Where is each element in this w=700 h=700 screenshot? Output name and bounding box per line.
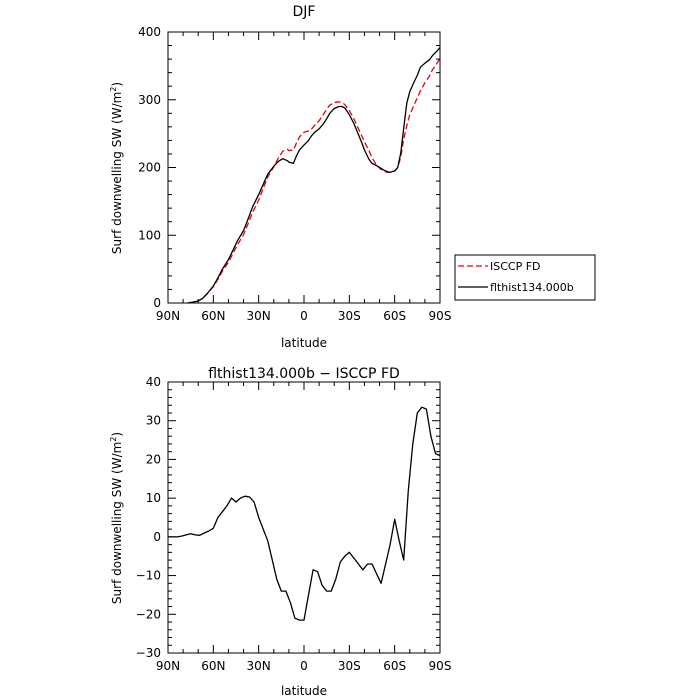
y-tick-label: 10 bbox=[146, 491, 161, 505]
x-tick-label: 0 bbox=[300, 659, 308, 673]
x-tick-label: 30N bbox=[247, 659, 271, 673]
y-tick-label: −20 bbox=[136, 607, 161, 621]
legend: ISCCP FD flthist134.000b bbox=[454, 254, 596, 301]
legend-box bbox=[454, 254, 596, 301]
series-lines bbox=[168, 406, 441, 621]
plot-frame bbox=[167, 31, 441, 304]
series-line-difference bbox=[168, 406, 441, 621]
y-axis-label: Surf downwelling SW (W/m2) bbox=[109, 432, 124, 604]
y-axis-label: Surf downwelling SW (W/m2) bbox=[109, 82, 124, 254]
x-tick-label: 60N bbox=[201, 659, 225, 673]
x-axis-label: latitude bbox=[281, 684, 327, 698]
legend-label-flthist: flthist134.000b bbox=[490, 281, 574, 294]
series-line-isccp-fd bbox=[187, 58, 441, 304]
y-tick-label: 300 bbox=[138, 93, 161, 107]
chart-panel-djf: DJF 90N 60N 30N 0 30S 60S 90S 0 100 200 300 400 lat… bbox=[109, 4, 596, 350]
x-tick-label: 60S bbox=[383, 309, 406, 323]
x-tick-label: 60S bbox=[383, 659, 406, 673]
y-tick-label: 100 bbox=[138, 228, 161, 242]
x-axis-label: latitude bbox=[281, 336, 327, 350]
x-tick-label: 90S bbox=[429, 309, 452, 323]
x-tick-label: 60N bbox=[201, 309, 225, 323]
y-tick-label: −10 bbox=[136, 569, 161, 583]
axes: 90N 60N 30N 0 30S 60S 90S −30 −20 −10 0 10 20 30 40 bbox=[136, 375, 452, 673]
y-tick-label: 200 bbox=[138, 161, 161, 175]
y-tick-label: 40 bbox=[146, 375, 161, 389]
x-tick-label: 90N bbox=[156, 659, 180, 673]
chart-title: flthist134.000b − ISCCP FD bbox=[208, 366, 400, 382]
y-tick-label: 0 bbox=[153, 530, 161, 544]
x-tick-label: 0 bbox=[300, 309, 308, 323]
x-tick-label: 30N bbox=[247, 309, 271, 323]
y-tick-label: 400 bbox=[138, 25, 161, 39]
y-tick-label: −30 bbox=[136, 646, 161, 660]
x-tick-label: 90N bbox=[156, 309, 180, 323]
chart-title: DJF bbox=[293, 4, 316, 20]
plot-frame bbox=[167, 381, 441, 654]
y-tick-label: 20 bbox=[146, 452, 161, 466]
x-tick-label: 30S bbox=[338, 309, 361, 323]
y-tick-label: 30 bbox=[146, 414, 161, 428]
series-line-flthist134-000b bbox=[187, 47, 441, 304]
axes: 90N 60N 30N 0 30S 60S 90S 0 100 200 300 400 bbox=[138, 25, 451, 323]
x-tick-label: 30S bbox=[338, 659, 361, 673]
legend-label-isccp-fd: ISCCP FD bbox=[490, 260, 541, 273]
chart-panel-difference: flthist134.000b − ISCCP FD 90N 60N 30N 0 30S… bbox=[109, 366, 451, 698]
y-tick-label: 0 bbox=[153, 296, 161, 310]
x-tick-label: 90S bbox=[429, 659, 452, 673]
series-lines bbox=[187, 47, 441, 304]
